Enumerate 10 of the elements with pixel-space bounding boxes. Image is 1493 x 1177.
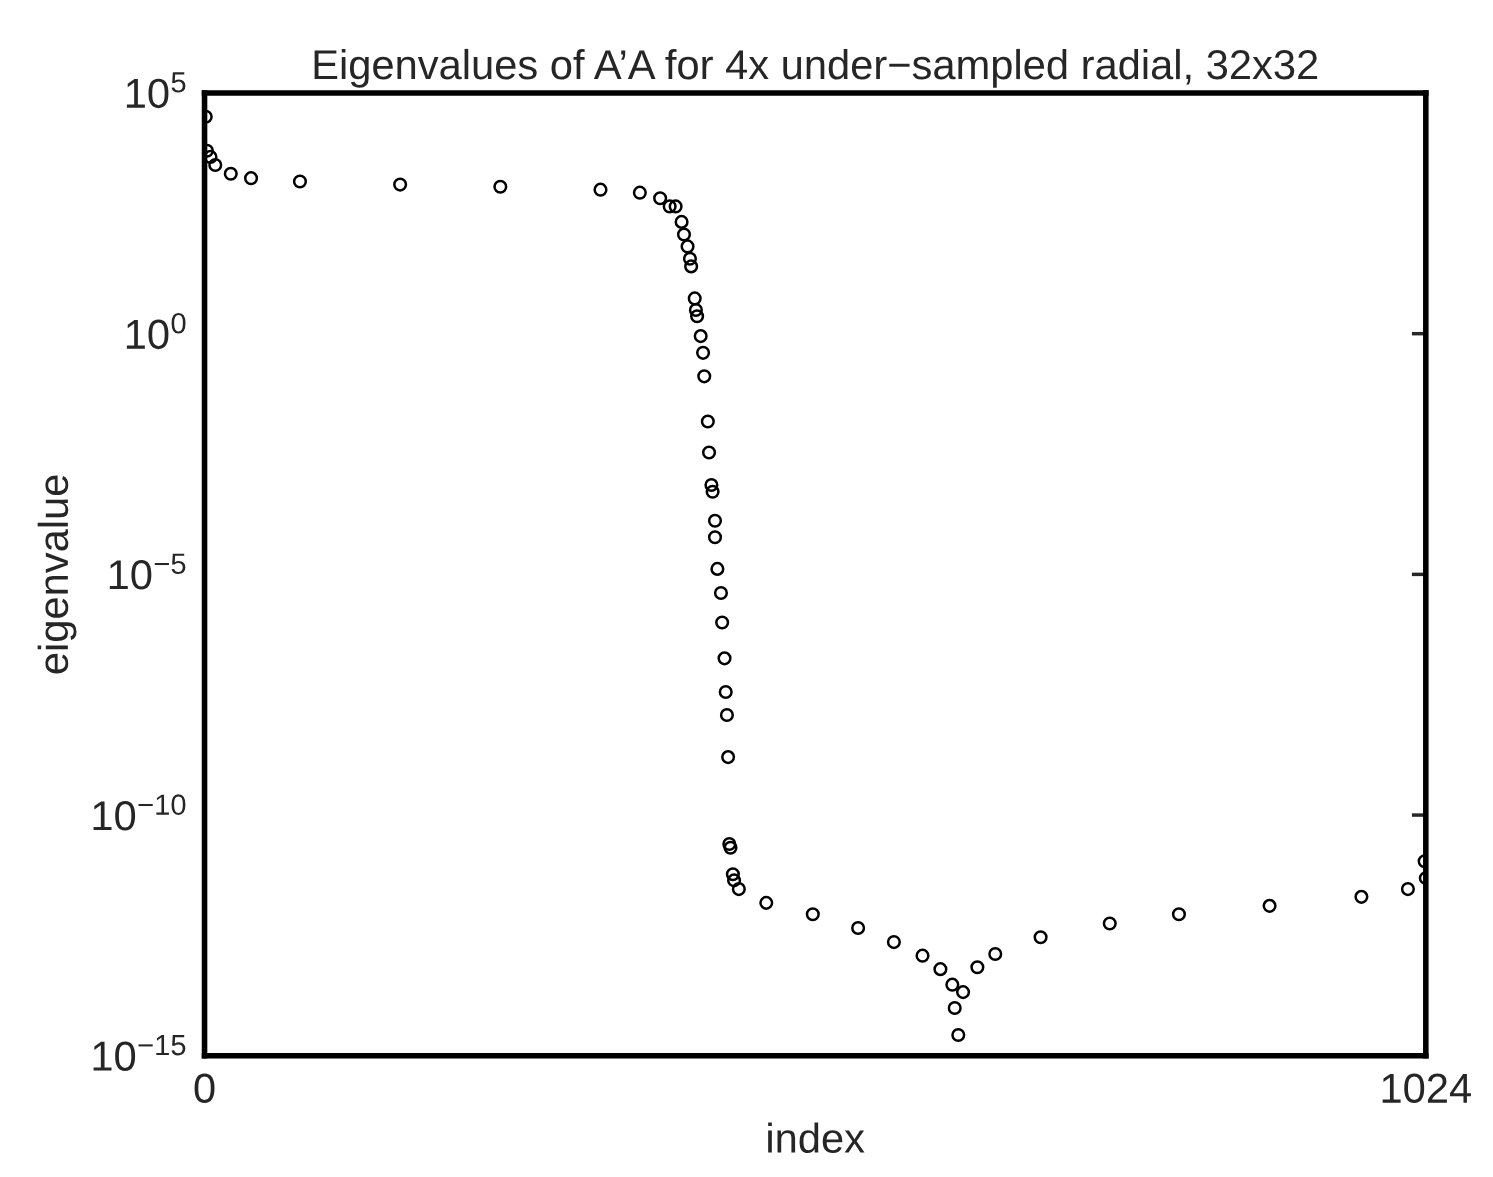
x-tick-label: 1024	[1382, 1073, 1471, 1104]
y-tick-label: 10$^{−5}$	[109, 553, 186, 590]
chart-title: Eigenvalues of A’A for 4x under−sampled radial, 32x32	[314, 48, 1318, 88]
y-tick-label: 10$^{−10}$	[93, 794, 186, 831]
y-tick-label: 10$^{5}$	[126, 72, 186, 109]
y-tick-label: 10$^{0}$	[126, 312, 186, 350]
x-axis-title: index	[768, 1122, 865, 1153]
y-axis-title: eigenvalue	[37, 475, 77, 674]
x-tick-label: 0	[194, 1073, 215, 1104]
y-tick-label: 10$^{−15}$	[93, 1035, 186, 1071]
